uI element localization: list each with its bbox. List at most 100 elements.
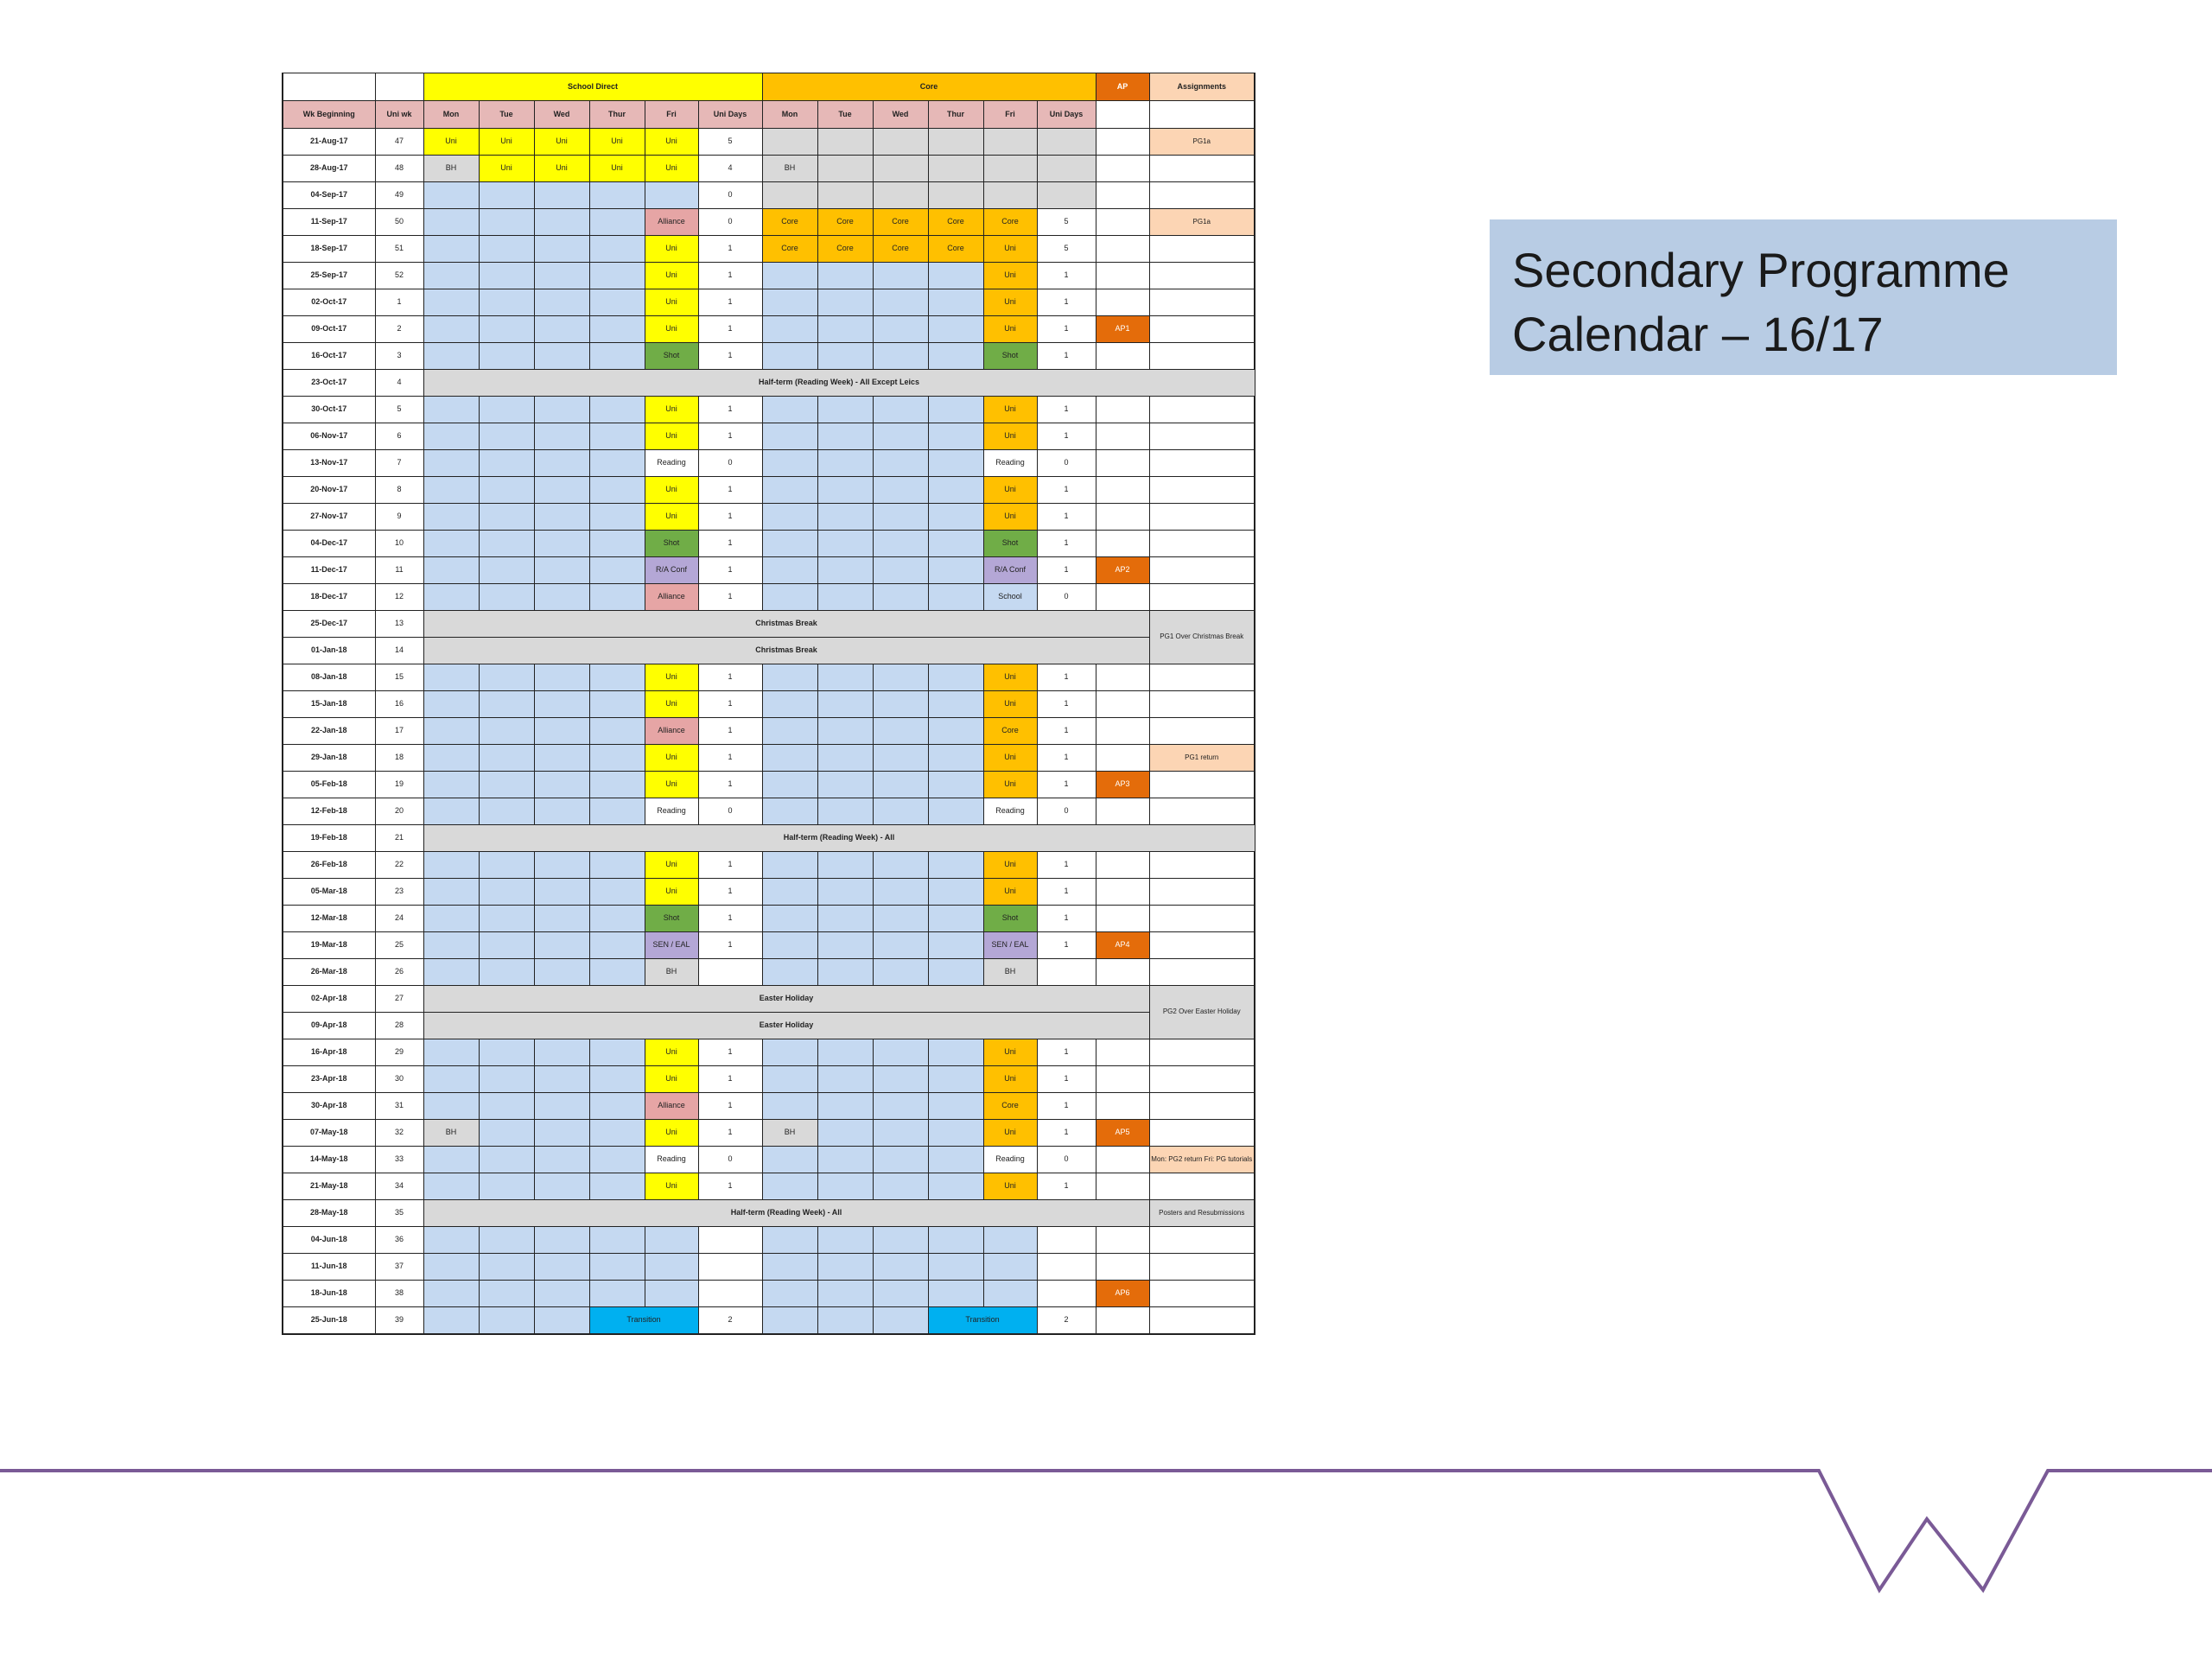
ap-cell [1095,744,1150,772]
core-uni-days-cell: 1 [1036,315,1096,343]
sd-day-cell [423,423,480,450]
sd-day-cell [423,798,480,825]
sd-day-cell: Uni [644,690,699,718]
core-day-cell [927,423,984,450]
week-beginning-cell: 02-Apr-18 [282,985,376,1013]
table-row: 26-Mar-18 26 BH BH [282,958,1255,986]
sd-day-cell: Uni [644,476,699,504]
core-day-cell: Core [927,208,984,236]
core-day-cell: Uni [982,744,1038,772]
core-day-cell [927,556,984,584]
uni-week-cell: 50 [374,208,424,236]
assignment-cell [1148,342,1255,370]
sd-day-cell: Uni [588,128,645,156]
week-beginning-cell: 13-Nov-17 [282,449,376,477]
core-day-cell [927,503,984,531]
core-day-cell [927,155,984,182]
core-uni-days-cell: 1 [1036,771,1096,798]
col-header-sd-thur: Thur [588,100,645,129]
sd-day-cell [478,449,535,477]
sd-day-cell [588,181,645,209]
core-day-cell [927,396,984,423]
sd-day-cell [533,396,590,423]
sd-uni-days-cell [697,1226,763,1254]
week-beginning-cell: 09-Apr-18 [282,1012,376,1039]
core-day-cell [817,690,874,718]
core-day-cell [927,181,984,209]
core-uni-days-cell: 1 [1036,905,1096,932]
sd-uni-days-cell: 4 [697,155,763,182]
core-day-cell [872,181,929,209]
sd-uni-days-cell: 1 [697,1119,763,1147]
core-uni-days-cell: 0 [1036,583,1096,611]
sd-day-cell [478,503,535,531]
sd-day-cell [533,1306,590,1335]
sd-day-cell: Reading [644,449,699,477]
core-day-cell: Core [817,235,874,263]
core-day-cell [817,958,874,986]
sd-day-cell: Uni [644,503,699,531]
sd-day-cell: Shot [644,530,699,557]
core-day-cell [761,1065,818,1093]
uni-week-cell: 35 [374,1199,424,1227]
core-day-cell [872,342,929,370]
col-header-assign-blank [1148,100,1255,129]
core-day-cell: Reading [982,798,1038,825]
uni-week-cell: 30 [374,1065,424,1093]
sd-day-cell [533,503,590,531]
uni-week-cell: 33 [374,1146,424,1173]
core-uni-days-cell: 0 [1036,449,1096,477]
assignment-cell: PG1 return [1148,744,1255,772]
core-day-cell [927,851,984,879]
sd-day-cell: Alliance [644,583,699,611]
table-row: 06-Nov-17 6 Uni 1 Uni 1 [282,423,1255,450]
sd-day-cell: Uni [478,155,535,182]
sd-day-cell: Uni [644,262,699,289]
core-uni-days-cell: 1 [1036,396,1096,423]
sd-day-cell [478,905,535,932]
sd-day-cell: Uni [644,744,699,772]
core-day-cell [872,423,929,450]
core-day-cell [872,1226,929,1254]
sd-day-cell [533,1146,590,1173]
transition-cell: Transition [927,1306,1038,1335]
ap-cell [1095,690,1150,718]
core-day-cell: Uni [982,262,1038,289]
core-day-cell [817,1306,874,1335]
ap-cell [1095,1253,1150,1281]
sd-uni-days-cell: 1 [697,556,763,584]
core-day-cell [872,690,929,718]
uni-week-cell: 27 [374,985,424,1013]
slide-title-box: Secondary Programme Calendar – 16/17 [1490,219,2117,375]
sd-day-cell [588,396,645,423]
sd-day-cell [423,1146,480,1173]
break-label-cell: Half-term (Reading Week) - All [423,1199,1150,1227]
core-day-cell [927,476,984,504]
sd-day-cell [478,530,535,557]
core-day-cell [761,1173,818,1200]
week-beginning-cell: 28-Aug-17 [282,155,376,182]
uni-week-cell: 16 [374,690,424,718]
sd-day-cell [423,181,480,209]
ap-cell [1095,1146,1150,1173]
sd-uni-days-cell: 1 [697,342,763,370]
sd-day-cell [423,1173,480,1200]
sd-day-cell [423,744,480,772]
ap-cell [1095,958,1150,986]
sd-uni-days-cell: 1 [697,664,763,691]
core-day-cell: Uni [982,1173,1038,1200]
sd-day-cell [533,717,590,745]
core-uni-days-cell [1036,1280,1096,1307]
sd-day-cell [478,315,535,343]
core-day-cell [817,1226,874,1254]
col-header-sd-fri: Fri [644,100,699,129]
sd-day-cell [478,851,535,879]
core-day-cell [872,476,929,504]
core-uni-days-cell [1036,128,1096,156]
col-header-core-uni-days: Uni Days [1036,100,1096,129]
sd-day-cell [423,476,480,504]
core-day-cell [927,128,984,156]
sd-day-cell [423,931,480,959]
core-day-cell [872,744,929,772]
core-day-cell [761,396,818,423]
